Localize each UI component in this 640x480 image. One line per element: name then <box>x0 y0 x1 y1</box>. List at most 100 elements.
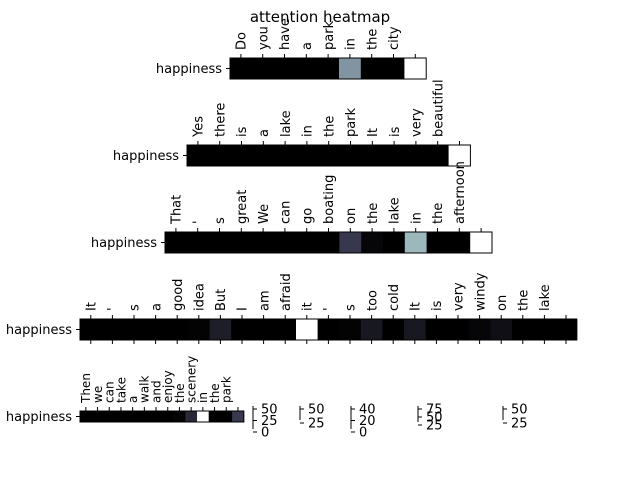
heatmap-cell <box>231 319 254 340</box>
heatmap-cell <box>273 58 296 79</box>
x-tick-label: It <box>366 128 381 137</box>
x-tick-label: But <box>214 289 229 311</box>
heatmap-cell <box>80 411 93 422</box>
heatmap-cell <box>512 319 534 340</box>
x-tick-label: I <box>236 307 251 311</box>
x-tick-label: lake <box>279 110 294 137</box>
x-tick-label: it <box>300 302 315 311</box>
x-tick-label: is <box>235 126 250 137</box>
heatmap-cell <box>426 145 449 166</box>
x-tick-label: lake <box>538 284 553 311</box>
heatmap-cell <box>208 145 231 166</box>
x-tick-label: we <box>91 386 105 403</box>
heatmap-cell <box>252 319 275 340</box>
x-tick-label: ' <box>322 307 337 311</box>
heatmap-cell <box>150 411 163 422</box>
x-tick-label: walk <box>138 375 152 403</box>
heatmap-cell <box>317 232 340 253</box>
x-tick-label: afraid <box>279 273 294 311</box>
colorbar-tick-label: 25 <box>511 417 528 432</box>
heatmap-cell <box>339 58 362 79</box>
x-tick-label: great <box>235 190 250 224</box>
heatmap-cell <box>555 319 578 340</box>
x-tick-label: good <box>171 279 186 311</box>
x-tick-label: s <box>213 217 228 224</box>
heatmap-cell <box>296 145 319 166</box>
x-tick-label: is <box>430 300 445 311</box>
heatmap-cell <box>468 319 491 340</box>
y-tick-label: happiness <box>6 410 72 425</box>
y-tick-label: happiness <box>156 62 222 77</box>
colorbar-tick-label: 25 <box>308 417 325 432</box>
heatmap-cell <box>186 232 209 253</box>
colorbar-tick-label: 25 <box>426 419 443 434</box>
y-tick-label: happiness <box>113 149 179 164</box>
heatmap-cell <box>208 411 221 422</box>
heatmap-cell <box>126 411 139 422</box>
x-tick-label: on <box>495 295 510 311</box>
x-tick-label: ' <box>106 307 121 311</box>
heatmap-cell <box>361 232 384 253</box>
heatmap-cell <box>339 145 362 166</box>
heatmap-cell <box>208 232 231 253</box>
heatmap-cell <box>91 411 104 422</box>
heatmap-cell <box>339 232 362 253</box>
heatmap-cell <box>252 232 275 253</box>
heatmap-cell <box>426 232 449 253</box>
heatmap-cell <box>533 319 556 340</box>
heatmap-cell <box>425 319 448 340</box>
heatmap-cell <box>161 411 174 422</box>
colorbar-tick-label: 50 <box>261 403 278 418</box>
heatmap-cell <box>361 145 384 166</box>
x-tick-label: in <box>196 392 210 403</box>
heatmap-row-5: happinessThenwecantakeawalkandenjoythesc… <box>6 356 245 425</box>
heatmap-cell <box>274 145 297 166</box>
x-tick-label: there <box>213 103 228 137</box>
heatmap-cell <box>317 58 340 79</box>
x-tick-label: the <box>365 29 380 50</box>
x-tick-label: the <box>322 116 337 137</box>
heatmap-cell <box>188 319 210 340</box>
x-tick-label: beautiful <box>431 79 446 137</box>
heatmap-cell <box>490 319 513 340</box>
colorbar-tick-label: 20 <box>359 414 376 429</box>
x-tick-label: the <box>431 203 446 224</box>
x-tick-label: too <box>365 290 380 311</box>
x-tick-label: can <box>279 201 294 224</box>
colorbar-tick-label: 75 <box>426 403 443 418</box>
x-tick-label: windy <box>473 272 488 311</box>
heatmap-cell <box>295 58 318 79</box>
x-tick-label: am <box>257 290 272 311</box>
x-tick-label: in <box>409 212 424 224</box>
colorbar-tick-label: 50 <box>426 411 443 426</box>
heatmap-cell <box>197 411 210 422</box>
x-tick-label: the <box>516 290 531 311</box>
heatmap-cell <box>360 319 383 340</box>
heatmap-cell <box>251 58 274 79</box>
x-tick-label: That <box>170 195 185 225</box>
chart-title: attention heatmap <box>250 8 390 26</box>
y-tick-label: happiness <box>6 323 72 338</box>
x-tick-label: s <box>344 304 359 311</box>
colorbar-tick-label: 40 <box>359 403 376 418</box>
x-tick-label: scenery <box>184 356 198 403</box>
x-tick-label: in <box>301 125 316 137</box>
x-tick-label: ' <box>191 220 206 224</box>
x-tick-label: you <box>256 26 271 50</box>
heatmap-cell <box>101 319 124 340</box>
heatmap-cell <box>404 319 426 340</box>
heatmap-cell <box>166 319 189 340</box>
heatmap-cell <box>123 319 146 340</box>
heatmap-cell <box>470 232 493 253</box>
x-tick-label: take <box>114 377 128 403</box>
x-tick-label: have <box>278 18 293 50</box>
x-tick-label: It <box>84 302 99 311</box>
heatmap-cell <box>230 232 253 253</box>
heatmap-row-1: happiness Do you have a park in the city <box>156 18 427 80</box>
